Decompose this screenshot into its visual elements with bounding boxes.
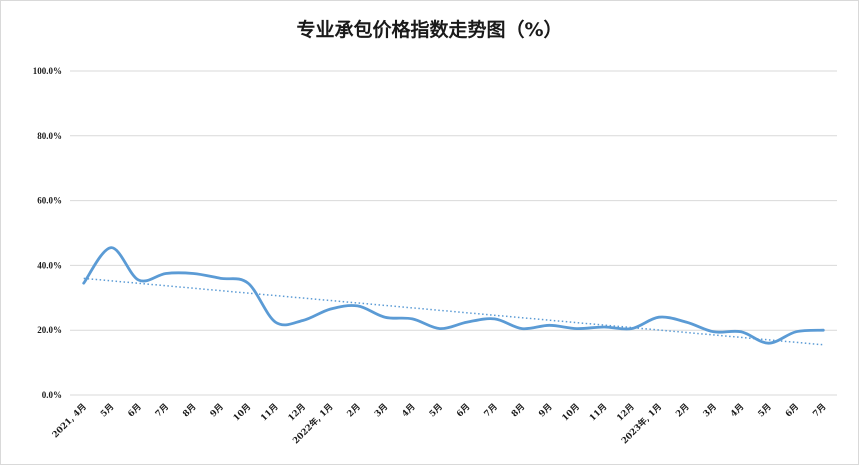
x-tick-label: 7月	[154, 402, 171, 419]
x-tick-label: 10月	[560, 402, 581, 423]
data-point	[521, 327, 524, 330]
x-tick-label: 4月	[729, 402, 746, 419]
x-tick-label: 5月	[99, 402, 116, 419]
y-tick-label: 100.0%	[33, 66, 62, 76]
data-point	[274, 321, 277, 324]
data-point	[192, 272, 195, 275]
data-point	[712, 330, 715, 333]
data-point	[247, 282, 250, 285]
x-tick-label: 6月	[126, 402, 143, 419]
data-point	[411, 317, 414, 320]
data-point	[603, 326, 606, 329]
trendline	[83, 277, 824, 346]
data-point	[384, 316, 387, 319]
x-tick-label: 5月	[428, 402, 445, 419]
x-tick-label: 7月	[482, 402, 499, 419]
data-point	[767, 342, 770, 345]
data-point	[795, 330, 798, 333]
y-tick-label: 0.0%	[42, 390, 62, 400]
data-point	[740, 330, 743, 333]
x-tick-label: 2月	[674, 402, 691, 419]
x-tick-label: 8月	[510, 402, 527, 419]
x-tick-label: 6月	[455, 402, 472, 419]
x-tick-label: 8月	[181, 402, 198, 419]
x-tick-label: 9月	[209, 402, 226, 419]
y-tick-label: 40.0%	[37, 260, 62, 270]
y-tick-label: 80.0%	[37, 131, 62, 141]
data-point	[658, 316, 661, 319]
data-point	[329, 308, 332, 311]
data-point	[575, 327, 578, 330]
data-point	[685, 321, 688, 324]
x-tick-label: 12月	[287, 402, 308, 423]
x-tick-label: 3月	[702, 402, 719, 419]
data-point	[82, 282, 85, 285]
data-point	[548, 324, 551, 327]
x-tick-label: 3月	[373, 402, 390, 419]
data-point	[356, 305, 359, 308]
x-tick-label: 2月	[345, 402, 362, 419]
x-tick-label: 12月	[615, 402, 636, 423]
data-point	[466, 321, 469, 324]
chart-title: 专业承包价格指数走势图（%）	[296, 19, 563, 41]
data-point	[301, 319, 304, 322]
y-tick-label: 60.0%	[37, 196, 62, 206]
y-tick-label: 20.0%	[37, 325, 62, 335]
x-tick-label: 10月	[232, 402, 253, 423]
data-point	[110, 246, 113, 249]
x-tick-label: 4月	[400, 402, 417, 419]
data-point	[137, 279, 140, 282]
x-tick-label: 6月	[784, 402, 801, 419]
x-tick-label: 5月	[756, 402, 773, 419]
x-tick-label: 7月	[811, 402, 828, 419]
data-point	[438, 327, 441, 330]
data-point	[164, 272, 167, 275]
x-tick-label: 11月	[588, 402, 609, 423]
series-line	[82, 246, 825, 345]
x-tick-label: 11月	[259, 402, 280, 423]
x-tick-label: 2021, 4月	[51, 402, 89, 440]
data-point	[822, 329, 825, 332]
data-point	[219, 277, 222, 280]
data-point	[493, 317, 496, 320]
x-tick-label: 9月	[537, 402, 554, 419]
data-point	[630, 327, 633, 330]
